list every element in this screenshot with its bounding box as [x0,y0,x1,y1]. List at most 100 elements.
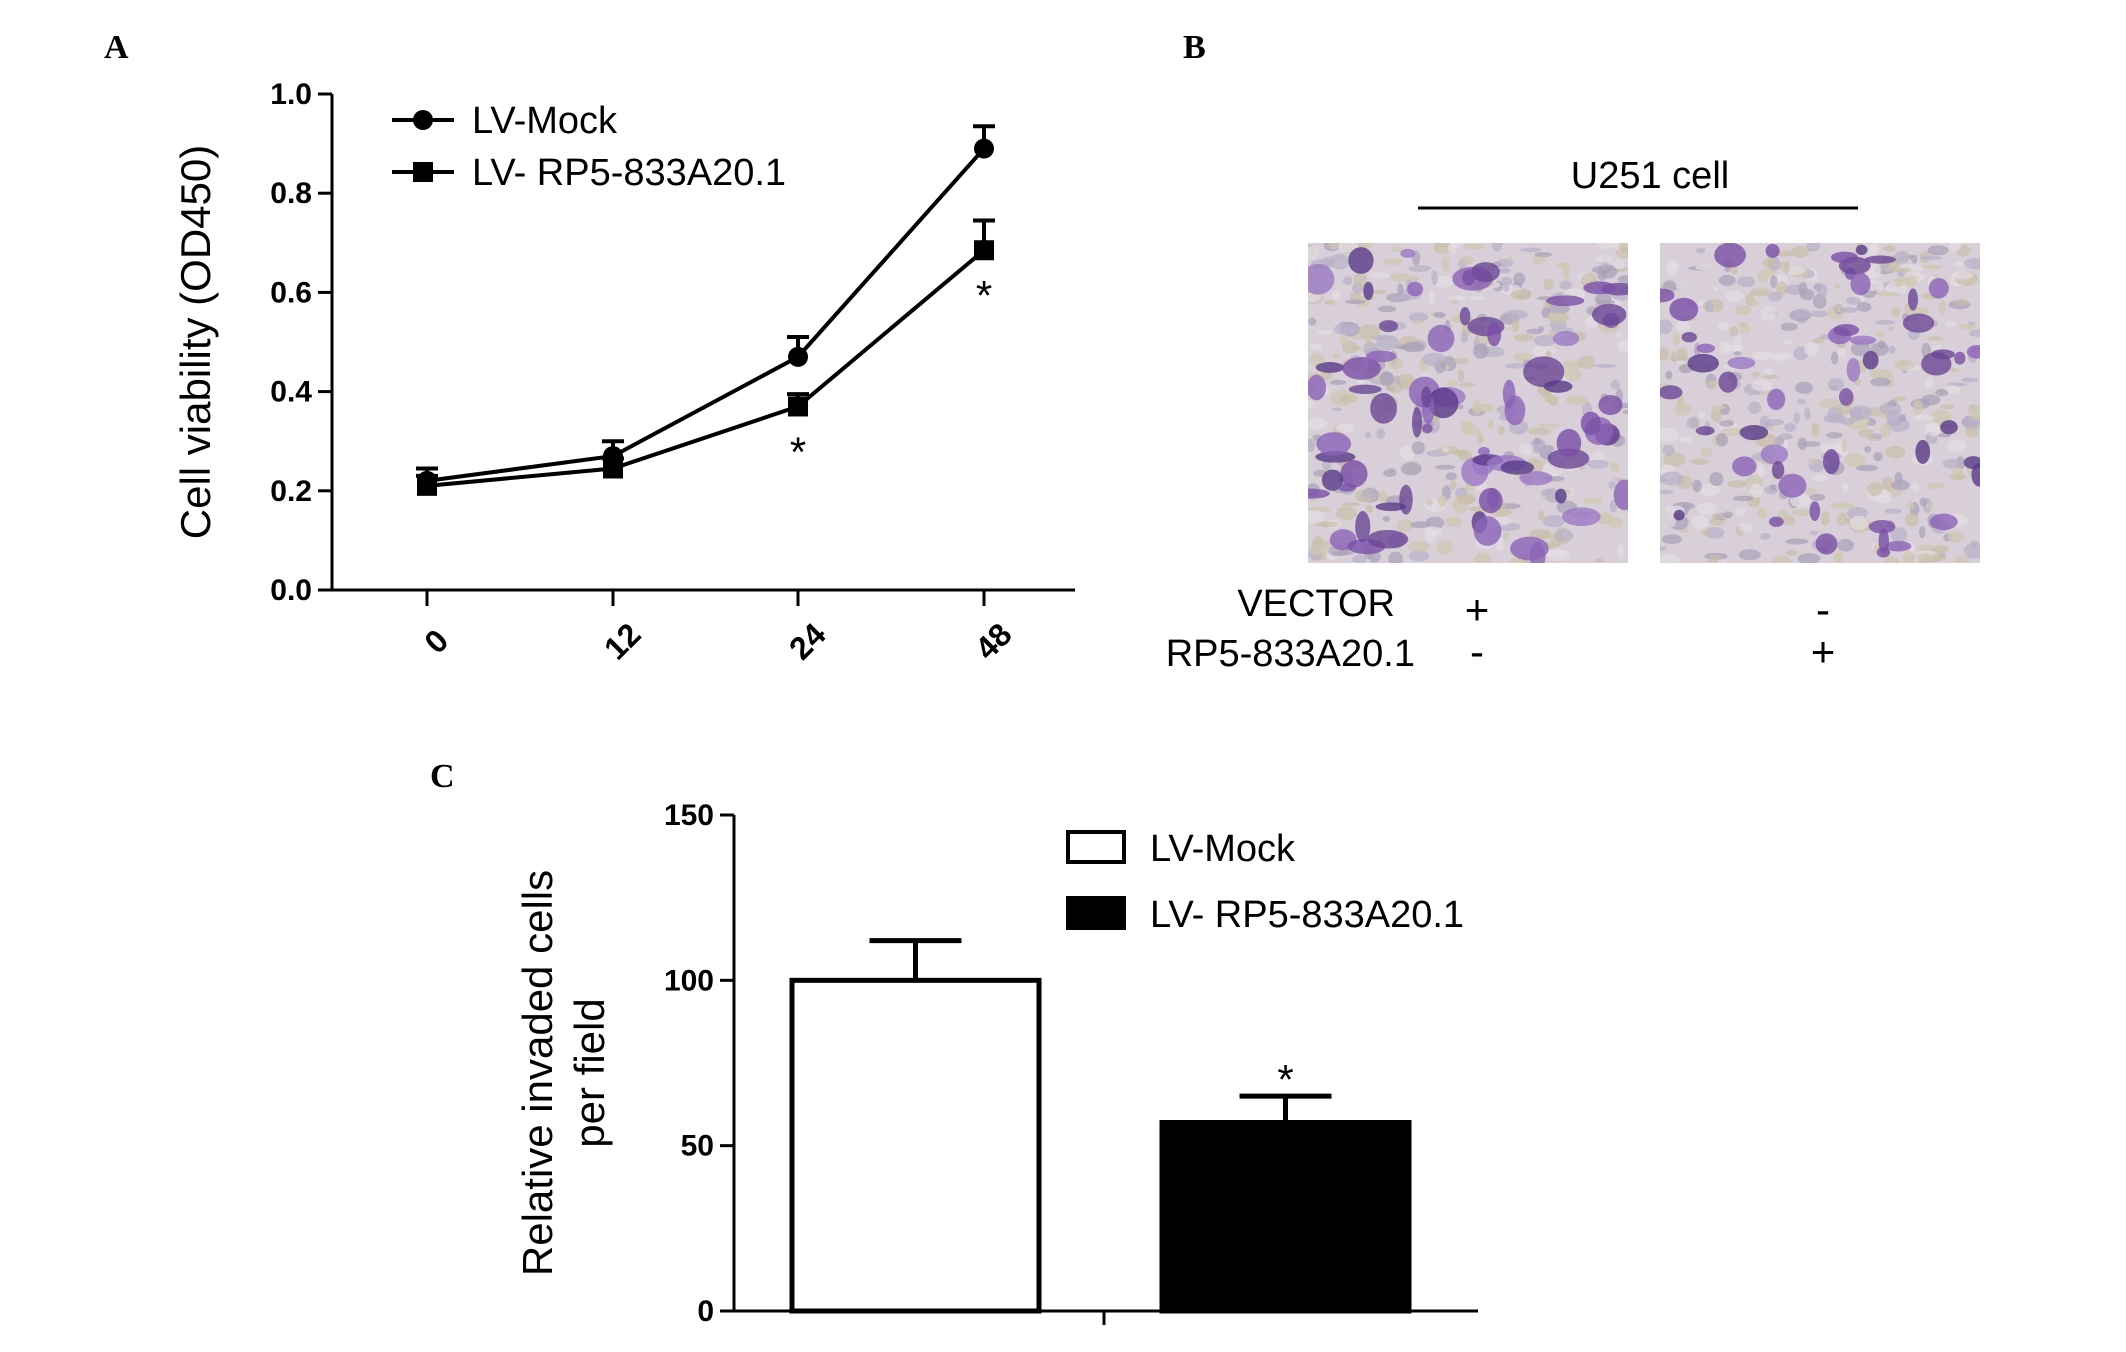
stained-cell [1552,331,1580,347]
texture-grain [1537,510,1545,521]
stained-cell [1669,297,1699,322]
texture-grain [1899,414,1907,422]
texture-grain [1331,290,1342,301]
stained-cell [1543,380,1573,393]
texture-grain [1706,380,1720,388]
texture-grain [1445,516,1459,522]
texture-grain [1513,352,1533,363]
texture-grain [1715,433,1729,447]
texture-grain [1805,487,1817,496]
texture-grain [1812,337,1825,344]
texture-grain [1356,379,1367,385]
stained-cell [1400,248,1416,259]
texture-grain [1513,333,1534,342]
texture-grain [1594,293,1612,306]
stained-cell [1459,307,1471,326]
texture-grain [1394,344,1411,350]
texture-grain [1820,443,1844,454]
texture-grain [1894,359,1915,371]
stained-cell [1348,384,1382,395]
data-point [974,138,994,159]
texture-grain [1622,410,1628,415]
y-tick-label: 0 [697,1295,714,1328]
texture-grain [1734,304,1752,316]
texture-grain [1382,516,1391,522]
texture-grain [1826,432,1843,439]
stained-cell [1462,269,1475,286]
line-chart-viability: 0.0 0.2 0.4 0.6 0.8 1.0 0 12 24 48 Cell viability … [172,78,1075,667]
texture-grain [1776,281,1788,296]
texture-grain [1874,320,1896,326]
stained-cell [1316,432,1352,456]
texture-grain [1382,257,1403,266]
stained-cell [1613,479,1628,511]
row-label-vector: VECTOR [1237,583,1395,625]
stained-cell [1907,288,1918,311]
texture-grain [1920,264,1942,270]
stained-cell [1855,244,1868,255]
texture-grain [1840,417,1855,425]
texture-grain [1410,521,1430,529]
stained-cell [1838,388,1854,406]
stained-cell [1473,516,1502,546]
texture-grain [1733,351,1742,356]
texture-grain [1697,411,1706,419]
texture-grain [1682,502,1690,516]
stained-cell [1727,356,1756,370]
texture-grain [1308,417,1327,430]
texture-grain [1778,433,1793,440]
texture-grain [1748,299,1760,307]
texture-grain [1809,530,1819,535]
texture-grain [1804,342,1820,356]
stained-cell [1427,387,1459,419]
texture-grain [1335,506,1357,521]
stained-cell [1308,374,1327,401]
texture-grain [1686,416,1699,429]
stained-cell [1681,332,1697,343]
texture-grain [1840,307,1858,313]
data-point [788,396,808,417]
stained-cell [1868,520,1896,534]
texture-grain [1365,340,1373,347]
texture-grain [1670,351,1677,363]
texture-grain [1938,299,1947,315]
texture-grain [1737,276,1756,288]
texture-grain [1769,275,1778,288]
texture-grain [1425,516,1445,530]
texture-grain [1351,335,1362,340]
texture-grain [1836,512,1848,526]
legend-label: LV-Mock [472,100,618,142]
texture-grain [1856,302,1872,312]
y-tick-label: 0.0 [270,574,312,607]
texture-grain [1867,481,1883,497]
texture-grain [1948,243,1962,251]
texture-grain [1718,321,1729,332]
x-tick-label: 12 [597,616,648,667]
stained-cell [1308,488,1330,499]
texture-grain [1963,542,1980,559]
texture-grain [1537,423,1560,428]
mark-vector-col2: - [1816,586,1830,633]
texture-grain [1695,247,1706,254]
texture-grain [1564,369,1583,382]
texture-grain [1408,550,1430,562]
texture-grain [1927,336,1943,341]
texture-grain [1827,378,1845,391]
y-axis-title: Cell viability (OD450) [172,145,219,539]
texture-grain [1968,329,1980,337]
texture-grain [1947,531,1965,543]
texture-grain [1500,276,1513,286]
texture-grain [1397,283,1404,295]
texture-grain [1709,472,1724,487]
y-tick-label: 100 [664,964,714,997]
texture-grain [1660,319,1673,334]
texture-grain [1315,521,1339,528]
texture-grain [1704,527,1725,539]
stained-cell [1478,487,1503,514]
texture-grain [1786,549,1799,556]
texture-grain [1547,311,1570,324]
texture-grain [1487,419,1495,429]
texture-grain [1806,243,1821,252]
texture-grain [1679,436,1693,443]
x-tick-label: 24 [782,616,833,667]
